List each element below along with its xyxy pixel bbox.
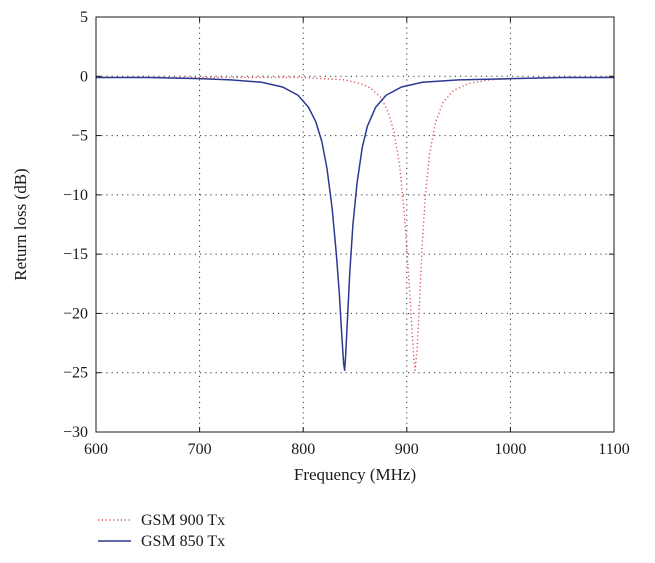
y-tick-label: −20 bbox=[63, 305, 88, 322]
plot-frame bbox=[95, 16, 615, 433]
x-tick-label: 600 bbox=[84, 441, 108, 458]
ticks-layer bbox=[95, 16, 615, 433]
y-axis-label: Return loss (dB) bbox=[11, 168, 30, 280]
x-tick-label: 1100 bbox=[598, 441, 629, 458]
x-tick-label: 900 bbox=[395, 441, 419, 458]
series-layer bbox=[96, 76, 614, 372]
series-line-1 bbox=[96, 76, 614, 372]
y-tick-label: −25 bbox=[63, 365, 88, 382]
y-tick-label: 0 bbox=[80, 68, 88, 85]
x-tick-label: 800 bbox=[291, 441, 315, 458]
grid-lines bbox=[96, 17, 614, 432]
y-tick-label: −5 bbox=[71, 128, 88, 145]
series-line-2 bbox=[96, 76, 614, 372]
x-axis-label: Frequency (MHz) bbox=[294, 465, 416, 484]
x-tick-label: 1000 bbox=[494, 441, 526, 458]
legend-label-1: GSM 900 Tx bbox=[141, 512, 225, 529]
y-tick-label: −30 bbox=[63, 424, 88, 441]
y-tick-label: −10 bbox=[63, 187, 88, 204]
x-tick-label: 700 bbox=[188, 441, 212, 458]
tick-labels: 600 700 800 900 1000 1100 5 0 −5 −10 −15 −20 −25 −30 bbox=[63, 9, 630, 458]
legend: GSM 900 Tx GSM 850 Tx bbox=[98, 512, 225, 550]
y-tick-label: 5 bbox=[80, 9, 88, 26]
y-tick-label: −15 bbox=[63, 246, 88, 263]
legend-label-2: GSM 850 Tx bbox=[141, 533, 225, 550]
